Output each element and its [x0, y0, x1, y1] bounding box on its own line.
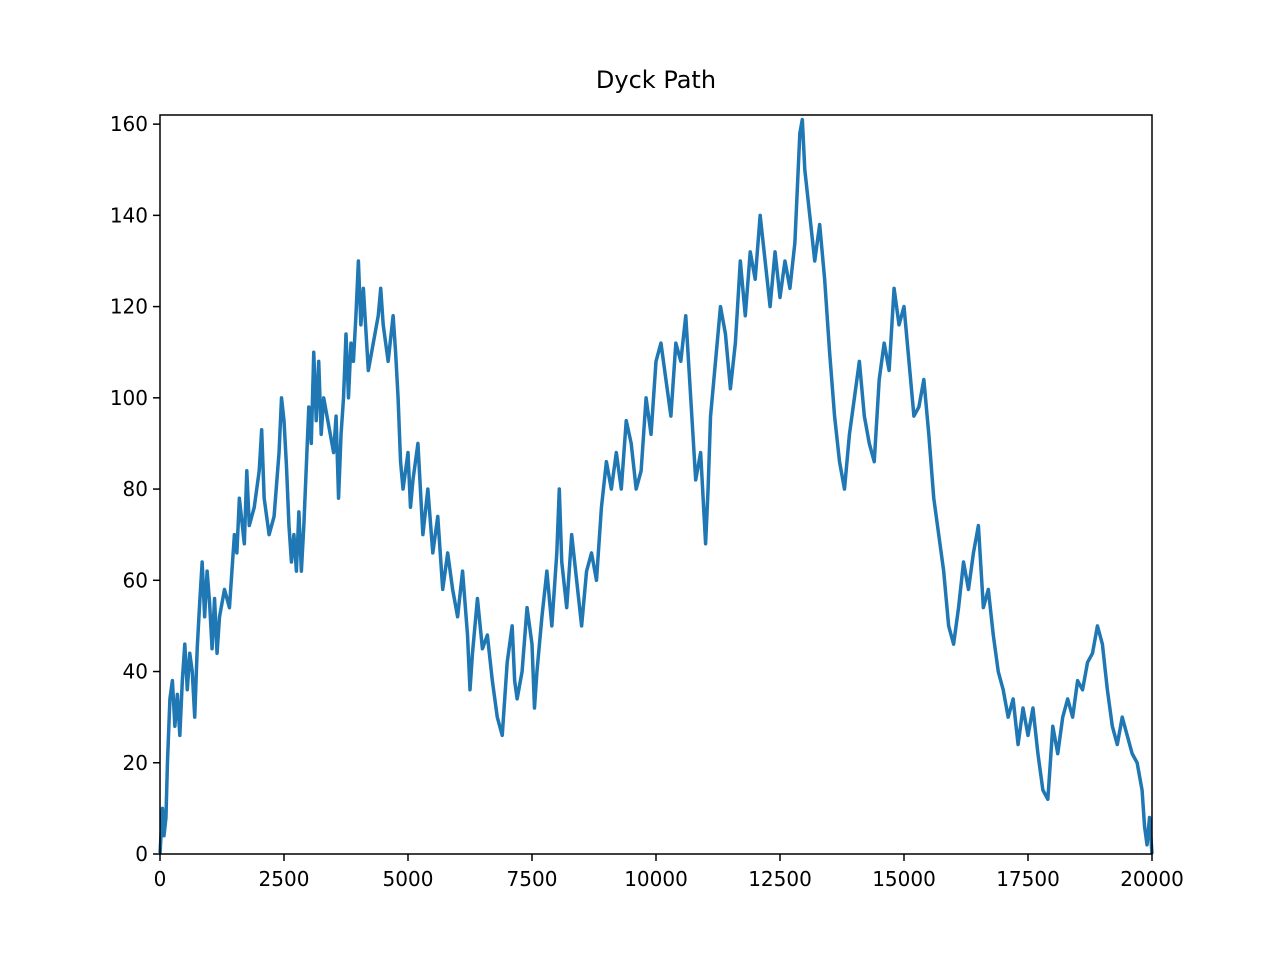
- chart-title: Dyck Path: [596, 66, 716, 94]
- x-tick-label: 5000: [383, 867, 434, 891]
- y-tick-label: 140: [110, 203, 148, 227]
- y-tick-label: 60: [123, 568, 148, 592]
- x-tick-label: 2500: [259, 867, 310, 891]
- x-tick-label: 7500: [507, 867, 558, 891]
- y-tick-label: 160: [110, 112, 148, 136]
- y-tick-label: 20: [123, 751, 148, 775]
- x-tick-label: 20000: [1120, 867, 1184, 891]
- x-tick-label: 0: [154, 867, 167, 891]
- y-tick-label: 120: [110, 295, 148, 319]
- data-line: [158, 117, 1154, 855]
- x-tick-label: 15000: [872, 867, 936, 891]
- y-tick-label: 100: [110, 386, 148, 410]
- x-tick-label: 17500: [996, 867, 1060, 891]
- y-tick-label: 80: [123, 477, 148, 501]
- x-tick-label: 10000: [624, 867, 688, 891]
- y-tick-label: 40: [123, 660, 148, 684]
- plot-frame: [159, 114, 1153, 855]
- y-tick-label: 0: [135, 842, 148, 866]
- x-tick-label: 12500: [748, 867, 812, 891]
